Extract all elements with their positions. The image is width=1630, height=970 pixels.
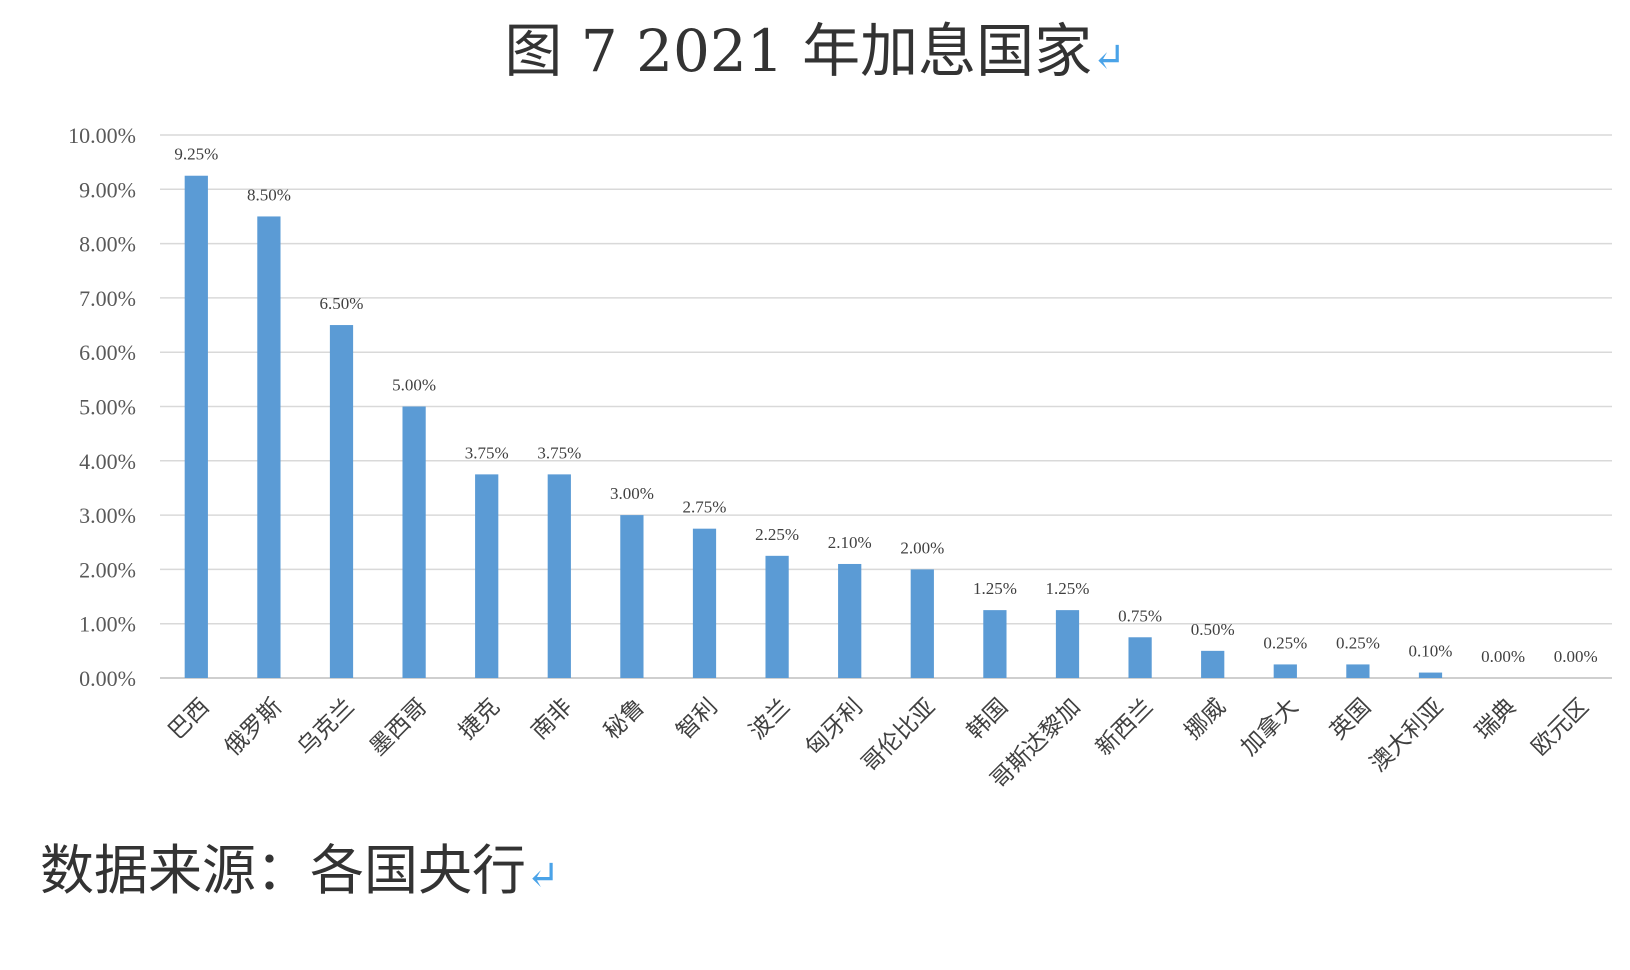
y-tick-label: 3.00% <box>79 503 136 528</box>
data-label: 3.00% <box>610 484 654 503</box>
data-label: 2.00% <box>900 538 944 557</box>
data-label: 8.50% <box>247 185 291 204</box>
x-tick-label: 欧元区 <box>1527 694 1594 761</box>
data-label: 0.75% <box>1118 606 1162 625</box>
x-tick-label: 英国 <box>1325 694 1376 745</box>
bar <box>547 474 571 678</box>
bar <box>692 528 717 678</box>
x-tick-label: 捷克 <box>454 694 505 745</box>
bar <box>620 515 644 678</box>
return-mark-icon-source: ↵ <box>526 853 560 899</box>
bars <box>184 175 1443 678</box>
data-label: 5.00% <box>392 376 436 395</box>
y-tick-label: 5.00% <box>79 395 136 420</box>
y-tick-label: 6.00% <box>79 340 136 365</box>
bar <box>1418 672 1443 678</box>
data-label: 9.25% <box>174 145 218 164</box>
x-tick-label: 澳大利亚 <box>1365 694 1448 777</box>
y-tick-label: 2.00% <box>79 557 136 582</box>
x-tick-label: 新西兰 <box>1091 694 1158 761</box>
x-tick-label: 巴西 <box>164 694 215 745</box>
data-label: 0.00% <box>1554 647 1598 666</box>
x-tick-label: 秘鲁 <box>599 694 650 745</box>
data-label: 0.25% <box>1336 633 1380 652</box>
x-tick-label: 瑞典 <box>1470 694 1521 745</box>
data-source-note: 数据来源：各国央行↵ <box>40 826 560 905</box>
x-tick-label: 智利 <box>672 694 723 745</box>
data-label: 0.50% <box>1191 620 1235 639</box>
data-label: 3.75% <box>537 443 581 462</box>
chart-title-text: 图 7 2021 年加息国家 <box>504 17 1093 85</box>
return-mark-icon: ↵ <box>1092 35 1126 81</box>
x-tick-label: 哥伦比亚 <box>857 694 940 777</box>
data-label: 0.25% <box>1263 633 1307 652</box>
data-label: 0.10% <box>1409 642 1453 661</box>
data-labels: 9.25% 8.50% 6.50% 5.00% 3.75% 3.75% 3.00% 2.75%… <box>174 145 1597 666</box>
bar <box>765 555 789 678</box>
bar <box>1273 664 1297 678</box>
bar <box>257 216 281 678</box>
bar <box>475 474 499 678</box>
x-tick-label: 乌克兰 <box>293 694 360 761</box>
bar-chart: 0.00% 1.00% 2.00% 3.00% 4.00% 5.00% 6.00% 7.00%… <box>68 123 1612 794</box>
bar <box>1346 664 1370 678</box>
bar <box>1128 637 1152 678</box>
bar <box>402 406 426 678</box>
y-tick-label: 8.00% <box>79 232 136 257</box>
y-tick-label: 7.00% <box>79 286 136 311</box>
chart-title: 图 7 2021 年加息国家↵ <box>0 4 1630 88</box>
x-tick-label: 加拿大 <box>1236 693 1304 761</box>
data-label: 1.25% <box>973 579 1017 598</box>
data-label: 2.10% <box>828 533 872 552</box>
bar <box>910 569 934 678</box>
y-tick-label: 4.00% <box>79 449 136 474</box>
bar <box>1055 610 1080 678</box>
data-label: 0.00% <box>1481 647 1525 666</box>
y-tick-label: 9.00% <box>79 177 136 202</box>
data-label: 2.25% <box>755 525 799 544</box>
x-tick-label: 南非 <box>527 694 578 745</box>
x-tick-label: 俄罗斯 <box>220 694 287 761</box>
y-tick-label: 0.00% <box>79 666 136 691</box>
x-tick-label: 墨西哥 <box>365 694 432 761</box>
bar <box>983 610 1007 678</box>
bar <box>1201 650 1225 678</box>
data-label: 1.25% <box>1046 579 1090 598</box>
bar <box>184 175 208 678</box>
grid-lines <box>160 134 1612 679</box>
bar <box>838 563 862 678</box>
y-tick-label: 1.00% <box>79 612 136 637</box>
data-label: 2.75% <box>683 498 727 517</box>
x-tick-label: 匈牙利 <box>801 694 868 761</box>
x-tick-label: 韩国 <box>962 694 1013 745</box>
bar <box>329 325 354 678</box>
data-label: 6.50% <box>320 294 364 313</box>
y-tick-label: 10.00% <box>68 123 136 148</box>
data-label: 3.75% <box>465 443 509 462</box>
data-source-text: 数据来源：各国央行 <box>40 839 526 902</box>
y-axis: 0.00% 1.00% 2.00% 3.00% 4.00% 5.00% 6.00% 7.00%… <box>68 123 136 691</box>
x-tick-label: 挪威 <box>1180 694 1231 745</box>
x-tick-label: 波兰 <box>744 694 795 745</box>
